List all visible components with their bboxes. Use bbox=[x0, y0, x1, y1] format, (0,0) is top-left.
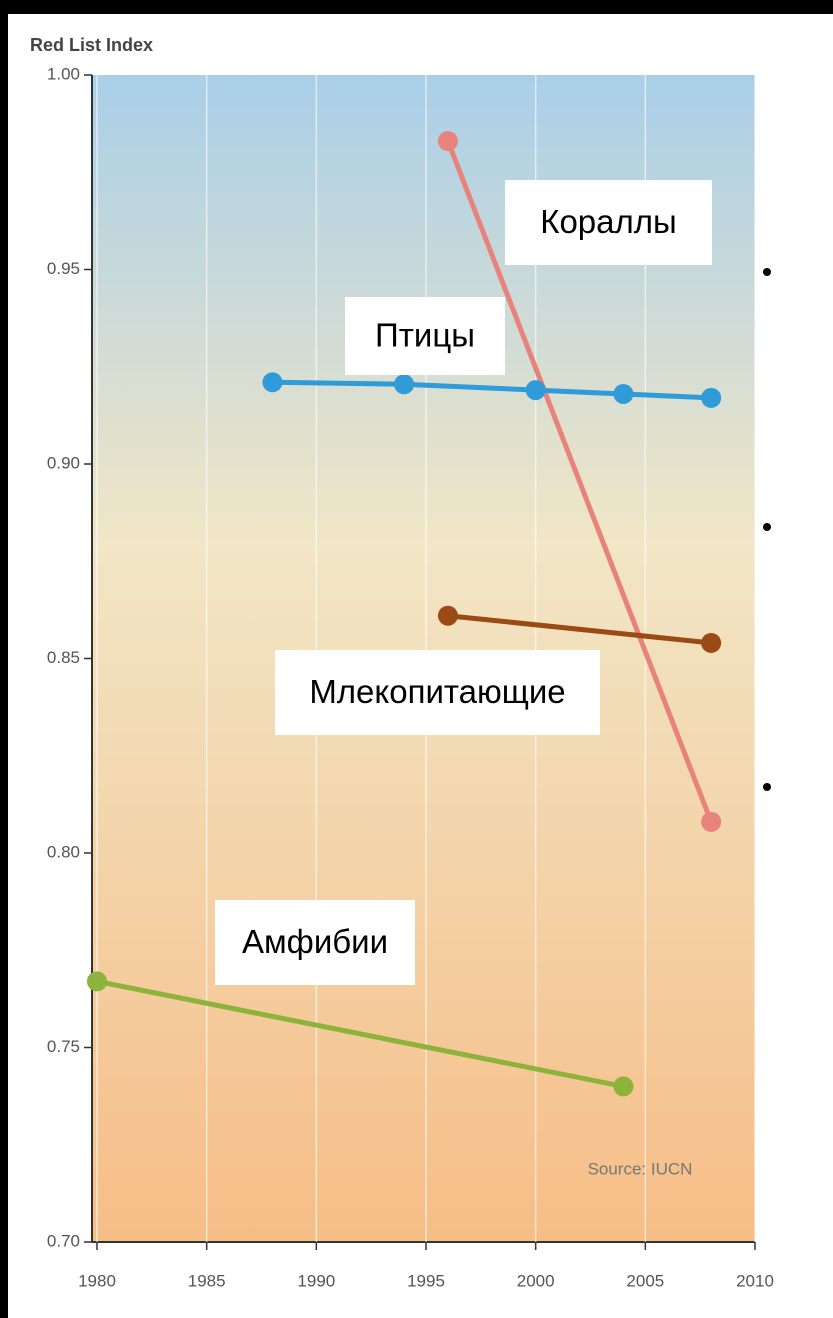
data-point bbox=[701, 811, 722, 832]
y-axis-title: Red List Index bbox=[30, 35, 153, 55]
x-tick-label: 1985 bbox=[188, 1271, 226, 1290]
data-point bbox=[262, 372, 283, 393]
bullet bbox=[763, 783, 771, 791]
series-label: Кораллы bbox=[540, 203, 677, 240]
label-box bbox=[345, 297, 505, 375]
left-border bbox=[0, 0, 8, 1318]
x-tick-label: 2005 bbox=[626, 1271, 664, 1290]
data-point bbox=[525, 380, 546, 401]
data-point bbox=[613, 383, 634, 404]
data-point bbox=[613, 1076, 634, 1097]
data-point bbox=[394, 374, 415, 395]
x-tick-label: 2010 bbox=[736, 1271, 774, 1290]
y-tick-label: 1.00 bbox=[47, 64, 80, 83]
x-tick-label: 1980 bbox=[78, 1271, 116, 1290]
top-border bbox=[0, 0, 833, 14]
y-tick-label: 0.95 bbox=[47, 259, 80, 278]
y-tick-label: 0.80 bbox=[47, 842, 80, 861]
bullet bbox=[763, 523, 771, 531]
data-point bbox=[87, 971, 107, 992]
series-label: Млекопитающие bbox=[309, 673, 565, 710]
series-line bbox=[96, 978, 624, 1089]
source-note: Source: IUCN bbox=[588, 1159, 693, 1178]
x-tick-label: 2000 bbox=[517, 1271, 555, 1290]
series-label: Птицы bbox=[375, 317, 475, 354]
label-box bbox=[505, 180, 712, 265]
label-box bbox=[275, 650, 600, 735]
y-tick-label: 0.90 bbox=[47, 453, 80, 472]
series-line bbox=[445, 140, 714, 823]
x-tick-label: 1995 bbox=[407, 1271, 445, 1290]
series-line bbox=[447, 613, 712, 646]
data-point bbox=[701, 387, 722, 408]
data-point bbox=[701, 632, 722, 653]
y-tick-label: 0.75 bbox=[47, 1037, 80, 1056]
y-tick-label: 0.85 bbox=[47, 648, 80, 667]
x-tick-label: 1990 bbox=[297, 1271, 335, 1290]
y-tick-label: 0.70 bbox=[47, 1231, 80, 1250]
series-label: Амфибии bbox=[242, 923, 388, 960]
data-point bbox=[437, 605, 458, 626]
bullet bbox=[763, 268, 771, 276]
label-box bbox=[215, 900, 415, 985]
data-point bbox=[437, 131, 458, 152]
